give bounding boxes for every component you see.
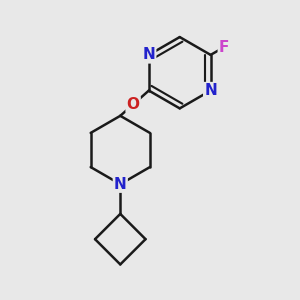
Text: N: N — [204, 83, 217, 98]
Text: O: O — [127, 97, 140, 112]
Text: N: N — [114, 177, 127, 192]
Text: F: F — [219, 40, 229, 55]
Text: N: N — [142, 47, 155, 62]
